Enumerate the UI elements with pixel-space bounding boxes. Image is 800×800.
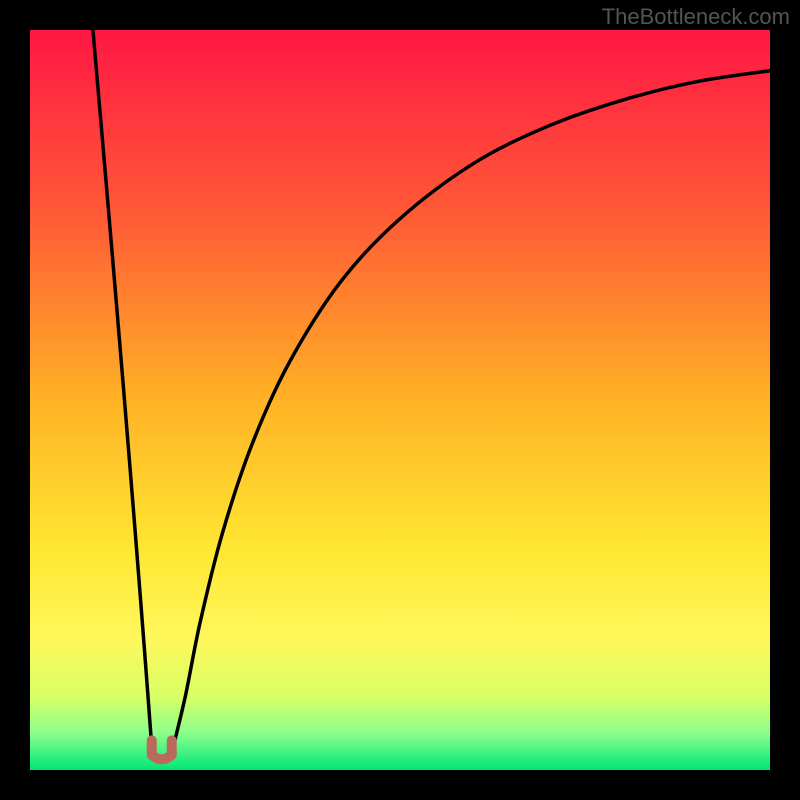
watermark-text: TheBottleneck.com (602, 4, 790, 30)
chart-background (30, 30, 770, 770)
chart-container: TheBottleneck.com (0, 0, 800, 800)
bottleneck-chart (0, 0, 800, 800)
